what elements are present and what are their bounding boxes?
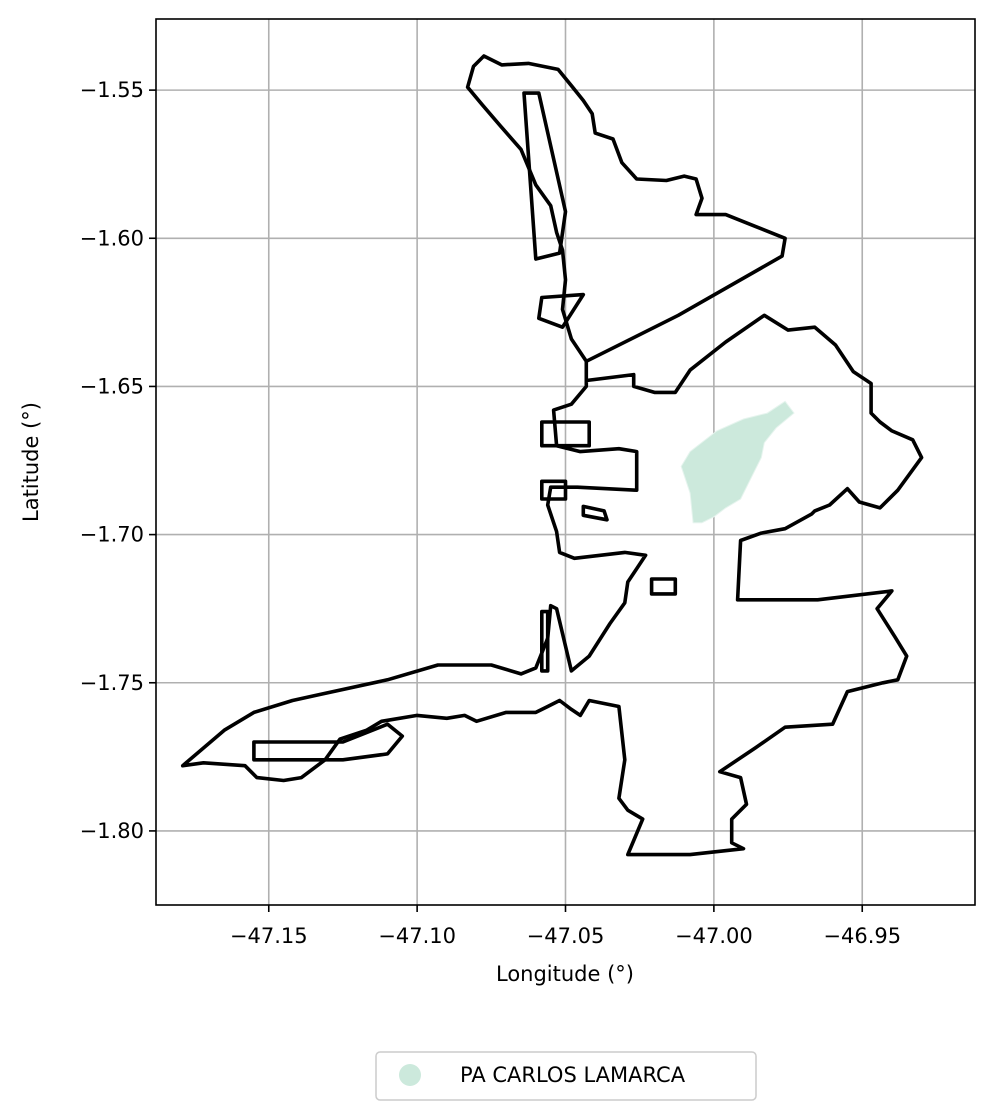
x-tick-1: −47.10: [378, 905, 456, 948]
x-tick-label: −47.05: [527, 924, 605, 948]
boundary-south-channel: [539, 609, 550, 673]
x-axis-ticks: −47.15 −47.10 −47.05 −47.00 −46.95: [230, 905, 901, 948]
x-tick-label: −47.15: [230, 924, 308, 948]
y-tick-label: −1.60: [80, 226, 144, 250]
x-tick-label: −47.00: [675, 924, 753, 948]
x-tick-label: −47.10: [378, 924, 456, 948]
map-data: [180, 54, 924, 857]
boundary-west-inlet: [536, 292, 586, 330]
legend-marker: [399, 1064, 421, 1086]
y-tick-0: −1.55: [80, 78, 156, 102]
y-tick-label: −1.80: [80, 819, 144, 843]
x-tick-2: −47.05: [527, 905, 605, 948]
boundary-northern-finger: [522, 91, 568, 261]
y-tick-label: −1.75: [80, 671, 144, 695]
y-axis-ticks: −1.55 −1.60 −1.65 −1.70 −1.75 −1.80: [80, 78, 156, 843]
boundary-center-islet: [581, 504, 609, 522]
settlement-polygon-carlos-lamarca: [680, 400, 795, 524]
y-tick-label: −1.65: [80, 374, 144, 398]
y-tick-3: −1.70: [80, 523, 156, 547]
x-tick-label: −46.95: [823, 924, 901, 948]
y-tick-1: −1.60: [80, 226, 156, 250]
legend: PA CARLOS LAMARCA: [375, 1051, 757, 1101]
boundary-center-block-b: [539, 479, 568, 501]
boundary-main-boundary: [180, 54, 924, 857]
x-tick-0: −47.15: [230, 905, 308, 948]
legend-frame: [375, 1051, 757, 1101]
boundary-small-rectangle: [649, 577, 678, 596]
y-tick-label: −1.55: [80, 78, 144, 102]
x-tick-4: −46.95: [823, 905, 901, 948]
y-tick-label: −1.70: [80, 523, 144, 547]
y-tick-2: −1.65: [80, 374, 156, 398]
y-tick-4: −1.75: [80, 671, 156, 695]
y-tick-5: −1.80: [80, 819, 156, 843]
boundary-southwest-arm: [252, 722, 405, 762]
y-axis-label: Latitude (°): [19, 402, 43, 522]
x-tick-3: −47.00: [675, 905, 753, 948]
x-axis-label: Longitude (°): [496, 962, 634, 986]
grid-lines: [156, 19, 975, 905]
boundary-center-block-a: [539, 420, 592, 448]
legend-label: PA CARLOS LAMARCA: [460, 1063, 686, 1087]
